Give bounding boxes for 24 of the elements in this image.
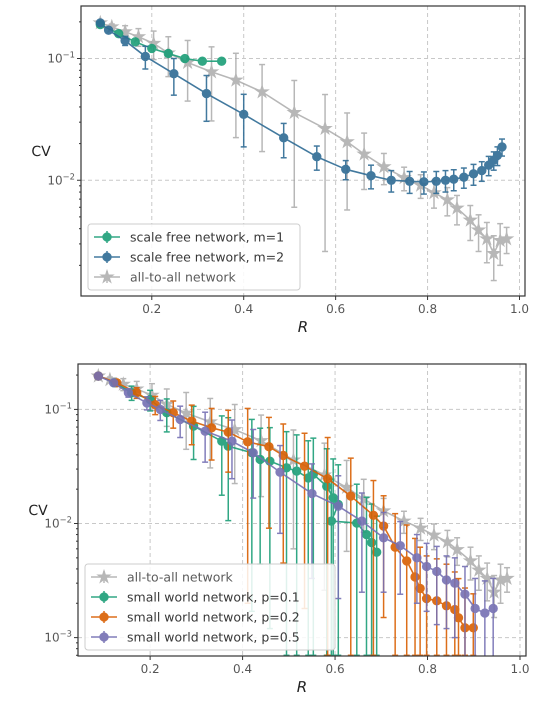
y-tick-label: 10$^{−1}$ [44,400,72,416]
x-tick-label: 1.0 [510,662,530,676]
legend-label: scale free network, m=2 [130,250,284,264]
y-axis-title: CV [31,144,52,160]
x-tick-label: 0.6 [326,302,346,316]
y-tick-label: 10$^{−1}$ [47,50,75,66]
x-axis-title: R [296,678,308,696]
x-tick-label: 0.2 [140,662,160,676]
y-tick-label: 10$^{−2}$ [47,171,75,188]
legend-label: scale free network, m=1 [130,230,284,244]
legend-label: small world network, p=0.5 [127,630,300,644]
x-tick-label: 0.6 [326,662,345,676]
x-tick-label: 0.8 [418,302,438,316]
x-tick-label: 1.0 [510,302,530,316]
x-axis-title: R [298,318,308,336]
legend-label: small world network, p=0.2 [127,610,300,624]
x-tick-label: 0.4 [233,662,252,676]
legend-label: small world network, p=0.1 [127,590,300,604]
x-tick-label: 0.4 [234,302,254,316]
legend-label: all-to-all network [130,270,237,284]
y-tick-label: 10$^{−3}$ [44,628,72,645]
x-tick-label: 0.2 [142,302,162,316]
x-tick-label: 0.8 [418,662,438,676]
legend-label: all-to-all network [127,570,234,584]
